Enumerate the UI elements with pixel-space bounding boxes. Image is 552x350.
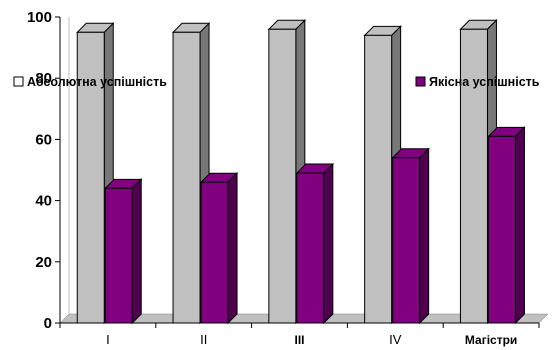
bar-4-1 [487,126,526,325]
x-category-label: III [294,333,304,347]
legend: Абсолютна успішність Якісна успішність [13,75,540,89]
y-tick-label: 100 [27,9,52,26]
bar-side [227,172,238,325]
bar-1-1 [199,172,239,325]
legend-swatch [13,76,24,87]
bar-front [296,172,325,324]
legend-swatch [415,76,426,87]
y-tick-label: 0 [44,315,52,332]
legend-label: Якісна успішність [429,75,540,89]
bar-front [487,135,516,324]
bar-side [419,147,430,325]
legend-entry-1: Якісна успішність [415,75,540,89]
x-category-label: Магістри [465,333,517,347]
bar-front [364,34,393,324]
bar-front [392,157,421,324]
y-tick-label: 40 [35,193,52,210]
bar-side [514,126,525,325]
bar-side [131,178,142,325]
legend-label: Абсолютна успішність [27,75,167,89]
bars [76,19,526,325]
bar-front [104,187,133,324]
bar-front [200,181,229,324]
y-tick-label: 80 [35,70,52,87]
bar-front [459,28,488,324]
bar-3-1 [391,147,430,325]
y-tick-label: 20 [35,254,52,271]
x-category-label: I [106,332,110,347]
x-category-label: IV [389,332,402,347]
y-tick-label: 60 [35,131,52,148]
bar-front [172,31,201,324]
bar-2-1 [295,162,335,325]
bar-front [76,31,105,324]
bar-side [323,162,334,325]
x-category-label: II [200,332,207,347]
bar-front [268,28,297,324]
legend-entry-0: Абсолютна успішність [13,75,167,89]
bar-0-1 [104,178,143,325]
